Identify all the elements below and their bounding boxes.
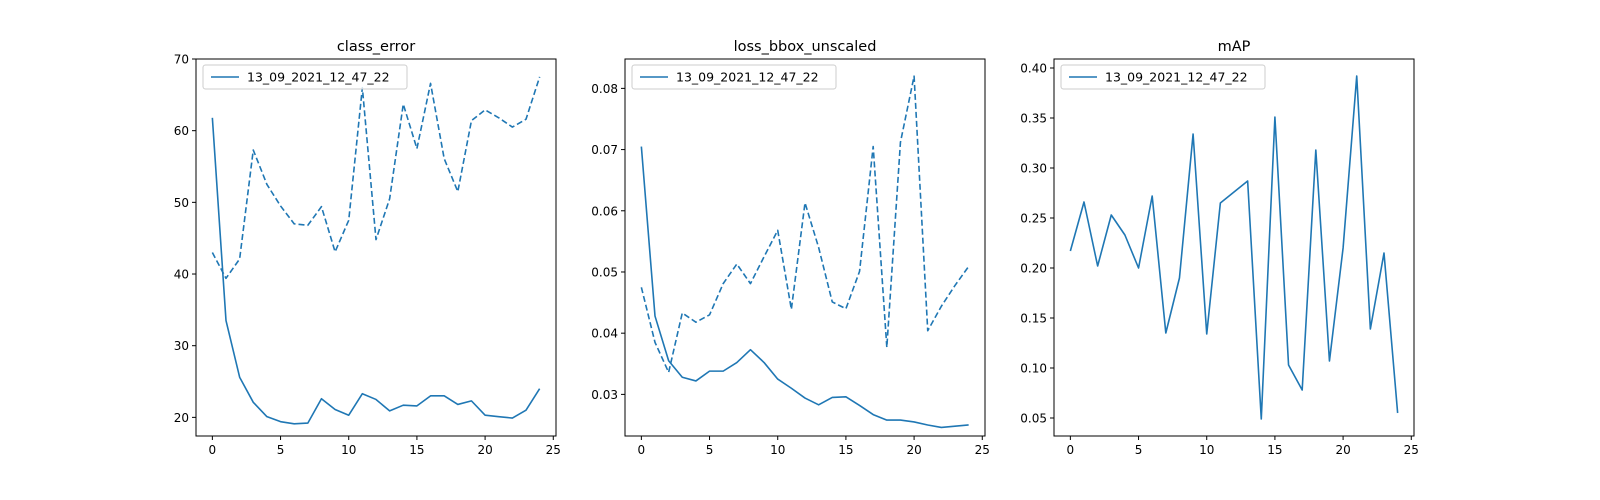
legend: 13_09_2021_12_47_22 (1060, 64, 1266, 90)
legend: 13_09_2021_12_47_22 (202, 64, 408, 90)
y-tick-label: 0.05 (591, 265, 618, 279)
y-tick-label: 70 (174, 53, 189, 67)
x-tick-label: 0 (1067, 443, 1075, 457)
axes-frame (195, 58, 557, 437)
x-tick-label: 15 (409, 443, 424, 457)
chart-panel-1: class_error 0 5 10 15 20 25 20 30 40 50 60 70 13_09_2… (174, 39, 561, 457)
x-tick-label: 10 (770, 443, 785, 457)
series-line-solid (640, 146, 969, 429)
x-tick-label: 5 (277, 443, 285, 457)
x-tick-label: 15 (838, 443, 853, 457)
x-tick-label: 15 (1267, 443, 1282, 457)
x-tick-label: 20 (906, 443, 921, 457)
chart-title: loss_bbox_unscaled (734, 39, 877, 55)
y-tick-label: 0.30 (1020, 162, 1047, 176)
y-tick-label: 0.08 (591, 82, 618, 96)
y-tick-label: 20 (174, 411, 189, 425)
x-tick-label: 10 (1199, 443, 1214, 457)
x-tick-label: 10 (341, 443, 356, 457)
legend: 13_09_2021_12_47_22 (631, 64, 837, 90)
chart-title: class_error (337, 39, 415, 55)
y-tick-label: 50 (174, 196, 189, 210)
x-tick-label: 25 (546, 443, 561, 457)
legend-box (1060, 64, 1266, 90)
y-tick-label: 0.25 (1020, 212, 1047, 226)
y-tick-label: 60 (174, 124, 189, 138)
series-line-solid (211, 117, 541, 425)
legend-label: 13_09_2021_12_47_22 (676, 70, 819, 85)
y-tick-label: 0.04 (591, 327, 618, 341)
legend-label: 13_09_2021_12_47_22 (247, 70, 390, 85)
chart-title: mAP (1218, 39, 1251, 55)
series-line-solid (1069, 75, 1399, 420)
x-tick-label: 5 (1135, 443, 1143, 457)
y-tick-label: 30 (174, 339, 189, 353)
x-tick-label: 25 (975, 443, 990, 457)
x-tick-label: 5 (706, 443, 714, 457)
x-tick-label: 25 (1404, 443, 1419, 457)
x-tick-label: 20 (477, 443, 492, 457)
y-tick-label: 0.07 (591, 143, 618, 157)
legend-label: 13_09_2021_12_47_22 (1105, 70, 1248, 85)
legend-box (631, 64, 837, 90)
legend-box (202, 64, 408, 90)
x-tick-label: 20 (1335, 443, 1350, 457)
chart-panel-2: loss_bbox_unscaled 0 5 10 15 20 25 0.03 0.04 0.05… (591, 39, 990, 457)
y-tick-label: 0.40 (1020, 62, 1047, 76)
chart-panel-3: mAP 0 5 10 15 20 25 0.05 0.10 0.15 0.20 0.25 0.30 0.3… (1020, 39, 1419, 457)
axes-frame (1053, 58, 1415, 437)
y-tick-label: 0.15 (1020, 312, 1047, 326)
x-tick-label: 0 (638, 443, 646, 457)
y-tick-label: 0.35 (1020, 112, 1047, 126)
y-tick-label: 40 (174, 268, 189, 282)
series-line-dashed (211, 76, 541, 280)
y-tick-label: 0.20 (1020, 262, 1047, 276)
x-tick-label: 0 (209, 443, 217, 457)
y-tick-label: 0.10 (1020, 362, 1047, 376)
y-tick-label: 0.06 (591, 204, 618, 218)
y-tick-label: 0.03 (591, 388, 618, 402)
y-tick-label: 0.05 (1020, 412, 1047, 426)
axes-frame (624, 58, 986, 437)
series-line-dashed (640, 75, 970, 374)
